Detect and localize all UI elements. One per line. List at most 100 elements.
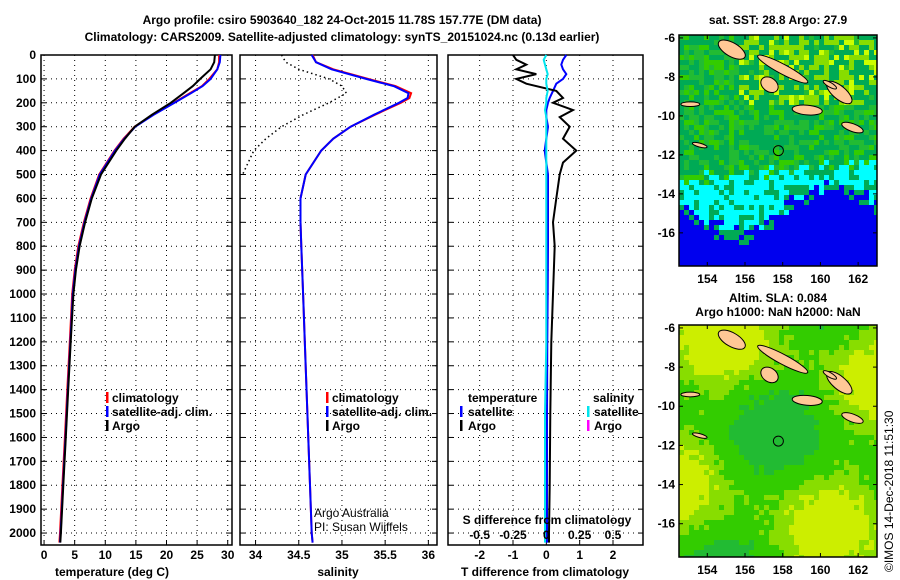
map-cell bbox=[809, 125, 814, 130]
map-cell bbox=[764, 480, 769, 485]
map-cell bbox=[769, 385, 774, 390]
map-cell bbox=[729, 475, 734, 480]
map-cell bbox=[844, 210, 849, 215]
map-cell bbox=[839, 115, 844, 120]
map-cell bbox=[679, 150, 684, 155]
map-cell bbox=[874, 40, 877, 45]
map-cell bbox=[869, 530, 874, 535]
map-cell bbox=[739, 515, 744, 520]
map-cell bbox=[749, 250, 754, 255]
map-cell bbox=[764, 475, 769, 480]
map-cell bbox=[809, 480, 814, 485]
map-cell bbox=[829, 530, 834, 535]
map-cell bbox=[869, 355, 874, 360]
map-cell bbox=[789, 35, 794, 40]
map-cell bbox=[774, 380, 779, 385]
map-cell bbox=[774, 50, 779, 55]
map-cell bbox=[874, 55, 877, 60]
map-cell bbox=[854, 540, 859, 545]
map-cell bbox=[874, 60, 877, 65]
map-cell bbox=[694, 220, 699, 225]
map-cell bbox=[689, 480, 694, 485]
map-cell bbox=[829, 555, 834, 557]
map-cell bbox=[709, 440, 714, 445]
map-cell bbox=[869, 495, 874, 500]
map-cell bbox=[814, 205, 819, 210]
map-cell bbox=[814, 45, 819, 50]
map-cell bbox=[714, 55, 719, 60]
map-cell bbox=[694, 150, 699, 155]
map-cell bbox=[699, 225, 704, 230]
map-cell bbox=[729, 240, 734, 245]
map-cell bbox=[689, 185, 694, 190]
map-cell bbox=[719, 250, 724, 255]
map-cell bbox=[754, 545, 759, 550]
map-cell bbox=[749, 150, 754, 155]
map-cell bbox=[844, 485, 849, 490]
map-cell bbox=[809, 500, 814, 505]
map-cell bbox=[679, 95, 684, 100]
map-cell bbox=[849, 370, 854, 375]
map-cell bbox=[779, 45, 784, 50]
map-cell bbox=[689, 395, 694, 400]
map-cell bbox=[819, 510, 824, 515]
map-cell bbox=[839, 350, 844, 355]
map-cell bbox=[779, 440, 784, 445]
map-cell bbox=[859, 370, 864, 375]
map-cell bbox=[849, 540, 854, 545]
map-cell bbox=[839, 520, 844, 525]
map-cell bbox=[734, 410, 739, 415]
map-cell bbox=[819, 345, 824, 350]
map-cell bbox=[784, 80, 789, 85]
map-cell bbox=[759, 205, 764, 210]
map-cell bbox=[714, 250, 719, 255]
legend-title: salinity bbox=[593, 391, 635, 405]
map-cell bbox=[679, 70, 684, 75]
map-cell bbox=[684, 330, 689, 335]
map-cell bbox=[789, 440, 794, 445]
map-cell bbox=[749, 170, 754, 175]
map-cell bbox=[869, 445, 874, 450]
map-cell bbox=[784, 450, 789, 455]
map-cell bbox=[809, 80, 814, 85]
map-cell bbox=[764, 465, 769, 470]
map-cell bbox=[694, 185, 699, 190]
map-cell bbox=[799, 445, 804, 450]
map-cell bbox=[704, 520, 709, 525]
map-cell bbox=[679, 515, 684, 520]
map-cell bbox=[864, 480, 869, 485]
map-cell bbox=[849, 500, 854, 505]
map-cell bbox=[854, 95, 859, 100]
map-cell bbox=[829, 65, 834, 70]
map-cell bbox=[859, 180, 864, 185]
legend-swatch bbox=[106, 406, 109, 417]
map-cell bbox=[854, 110, 859, 115]
map-cell bbox=[754, 385, 759, 390]
map-cell bbox=[794, 470, 799, 475]
map-cell bbox=[794, 530, 799, 535]
map-cell bbox=[819, 460, 824, 465]
map-cell bbox=[869, 330, 874, 335]
map-cell bbox=[829, 365, 834, 370]
map-cell bbox=[759, 150, 764, 155]
map-cell bbox=[814, 150, 819, 155]
map-cell bbox=[789, 470, 794, 475]
map-cell bbox=[689, 345, 694, 350]
map-cell bbox=[729, 470, 734, 475]
map-cell bbox=[749, 525, 754, 530]
map-cell bbox=[784, 40, 789, 45]
map-cell bbox=[759, 500, 764, 505]
map-cell bbox=[834, 210, 839, 215]
map-cell bbox=[724, 95, 729, 100]
map-cell bbox=[794, 235, 799, 240]
map-cell bbox=[739, 415, 744, 420]
map-cell bbox=[864, 545, 869, 550]
map-cell bbox=[804, 190, 809, 195]
map-cell bbox=[724, 55, 729, 60]
map-cell bbox=[789, 455, 794, 460]
map-cell bbox=[734, 40, 739, 45]
map-cell bbox=[824, 380, 829, 385]
map-cell bbox=[759, 435, 764, 440]
map-cell bbox=[739, 135, 744, 140]
map-cell bbox=[839, 70, 844, 75]
